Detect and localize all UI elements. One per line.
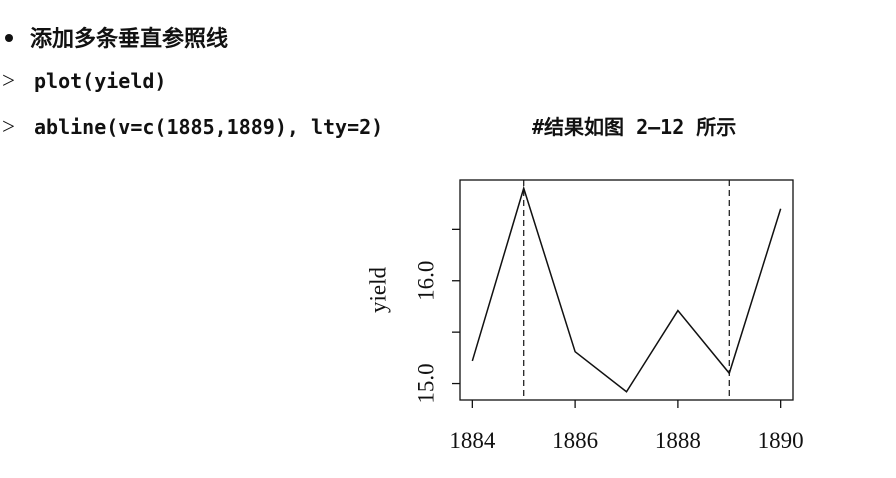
x-tick-label: 1890 [758,428,804,453]
plot-box [459,179,794,401]
code-comment: #结果如图 2—12 所示 [532,115,736,139]
y-axis-label: yield [365,267,390,313]
data-line [471,185,782,393]
bullet [5,34,13,42]
y-tick-label: 16.0 [413,261,438,301]
y-tick-label: 15.0 [413,363,438,403]
heading: 添加多条垂直参照线 [30,26,228,52]
x-tick-label: 1888 [655,428,701,453]
code-line: abline(v=c(1885,1889), lty=2) [34,115,383,139]
prompt: > [2,68,15,93]
code-line: plot(yield) [34,69,166,93]
x-tick-label: 1884 [449,428,496,453]
prompt: > [2,114,15,139]
x-tick-label: 1886 [552,428,598,453]
